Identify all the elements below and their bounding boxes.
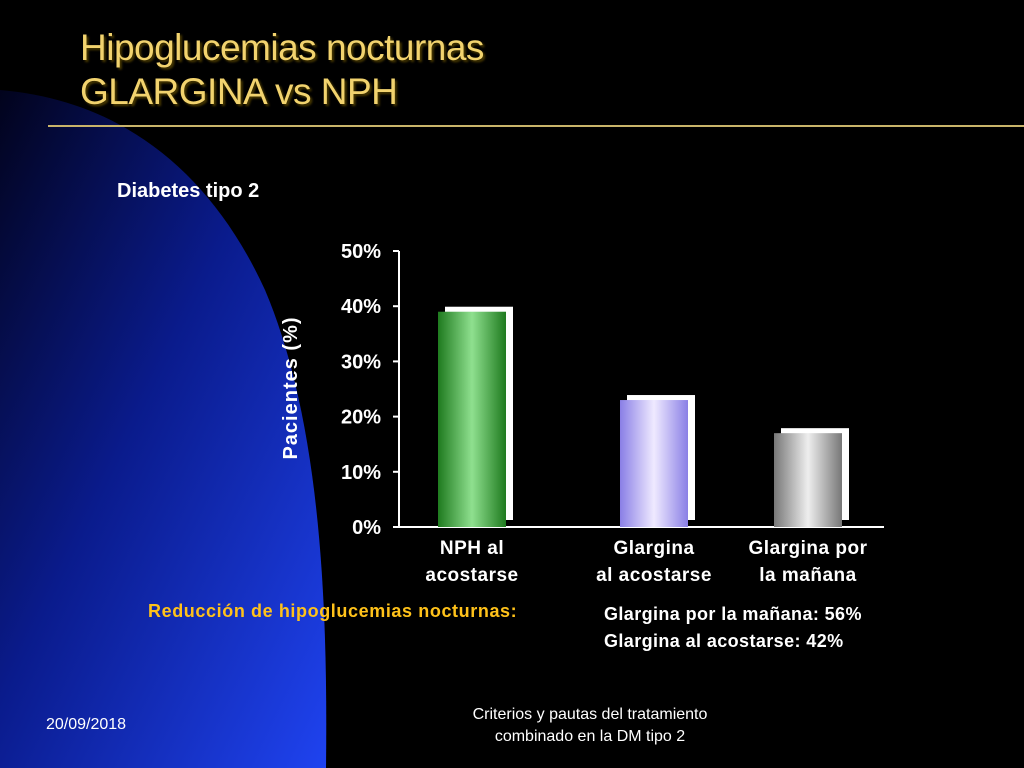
x-category-label: Glargina por: [749, 538, 868, 559]
reduction-values: Glargina por la mañana: 56% Glargina al …: [604, 601, 862, 655]
footer-caption-line-2: combinado en la DM tipo 2: [494, 728, 686, 745]
y-tick-label: 0%: [352, 517, 381, 539]
footer-caption-line-1: Criterios y pautas del tratamiento: [472, 706, 708, 723]
y-tick-label: 10%: [341, 462, 381, 484]
title-line-1: Hipoglucemias nocturnas: [80, 27, 484, 68]
chart-subtitle: Diabetes tipo 2: [117, 180, 260, 202]
reduction-value-morning: Glargina por la mañana: 56%: [604, 604, 862, 624]
y-tick-label: 50%: [341, 241, 381, 263]
x-category-label: NPH al: [440, 538, 504, 559]
footer-date: 20/09/2018: [46, 716, 127, 733]
reduction-label: Reducción de hipoglucemias nocturnas:: [148, 601, 518, 621]
x-category-label: acostarse: [425, 565, 518, 586]
bar: [620, 400, 688, 527]
y-tick-label: 30%: [341, 351, 381, 373]
title-line-2: GLARGINA vs NPH: [80, 71, 398, 112]
reduction-value-bedtime: Glargina al acostarse: 42%: [604, 631, 844, 651]
title-divider: [48, 125, 1024, 127]
bar: [438, 311, 506, 527]
blue-sidebar-shape: [0, 90, 327, 768]
y-axis-title: Pacientes (%): [280, 316, 302, 459]
bar: [774, 433, 842, 527]
x-category-label: Glargina: [613, 538, 694, 559]
y-tick-label: 20%: [341, 407, 381, 429]
slide-title: Hipoglucemias nocturnas GLARGINA vs NPH: [80, 26, 484, 114]
footer-caption: Criterios y pautas del tratamiento combi…: [380, 704, 800, 748]
y-tick-label: 40%: [341, 296, 381, 318]
x-category-label: al acostarse: [596, 565, 712, 586]
x-category-label: la mañana: [759, 565, 856, 586]
